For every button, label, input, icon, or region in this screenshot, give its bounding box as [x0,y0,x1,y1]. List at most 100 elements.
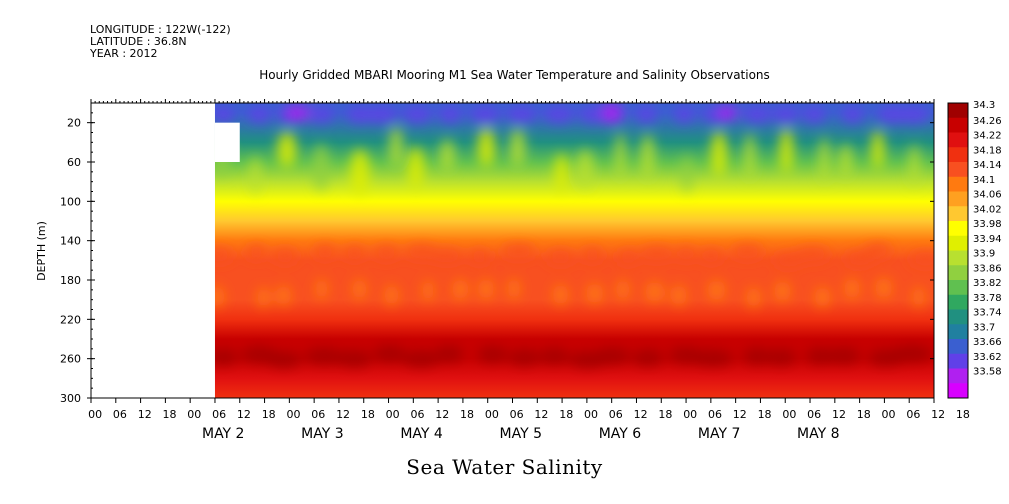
mid-trough-blob [707,280,726,301]
colorbar-label: 33.82 [973,278,1002,289]
x-hour-label: 12 [336,408,350,421]
x-day-label: MAY 5 [500,426,542,442]
variable-label: Sea Water Salinity [406,455,603,479]
y-tick-label: 180 [60,274,81,287]
surface-min-blob [601,103,622,123]
surface-blob [772,106,799,123]
x-day-label: MAY 8 [797,426,839,442]
x-hour-label: 18 [559,408,573,421]
mid-trough-blob [670,285,687,306]
deep-max-blob [891,345,933,362]
y-axis-label: DEPTH (m) [35,221,48,281]
x-hour-label: 06 [609,408,623,421]
mid-trough-blob [276,285,292,306]
colorbar-swatch [948,235,968,251]
upper-plume-blob [743,133,756,181]
colorbar-swatch [948,191,968,207]
colorbar-label: 33.58 [973,367,1002,378]
mid-trough-blob [645,281,664,302]
surface-blob [438,106,462,123]
surface-blob [365,106,398,123]
mid-trough-blob [616,279,630,300]
x-hour-label: 18 [361,408,375,421]
surface-blob [578,106,608,123]
x-hour-label: 18 [758,408,772,421]
x-hour-label: 00 [187,408,201,421]
x-hour-label: 00 [584,408,598,421]
upper-plume-blob [839,143,853,180]
x-axis-ticks: 00 06 12 18 00 06 12 18 00 06 12 18 00 06 12 18 00 06 12 18… [88,99,970,442]
colorbar-label: 33.78 [973,293,1002,304]
mid-core-blob [844,251,875,266]
upper-plume-blob [509,128,526,168]
mid-trough-blob [586,283,604,304]
x-hour-label: 12 [733,408,747,421]
colorbar-label: 34.06 [973,190,1002,201]
x-hour-label: 06 [410,408,424,421]
chart-title: Hourly Gridded MBARI Mooring M1 Sea Wate… [259,68,770,82]
mid-core-blob [863,243,892,258]
colorbar-swatch [948,353,968,369]
deep-max-blob [372,345,407,362]
mid-trough-blob [257,287,271,308]
mid-core-blob [468,249,491,264]
colorbar-swatch [948,324,968,340]
y-tick-label: 140 [60,235,81,248]
colorbar-label: 34.14 [973,160,1002,171]
surface-blob [841,106,864,123]
upper-plume-blob [249,156,262,195]
x-hour-label: 18 [163,408,177,421]
upper-plume-blob [439,138,455,173]
colorbar-swatch [948,103,968,119]
upper-plume-blob [710,130,728,178]
y-tick-label: 20 [67,117,81,130]
x-hour-label: 18 [857,408,871,421]
upper-plume-blob [615,132,626,181]
deep-max-blob [594,347,631,364]
x-hour-label: 00 [882,408,896,421]
x-day-label: MAY 6 [599,426,642,442]
upper-plume-blob [554,153,569,194]
field-texture [204,103,934,368]
colorbar-label: 33.86 [973,263,1002,274]
deep-max-blob [434,345,464,362]
surface-blob [345,106,374,123]
x-hour-label: 12 [534,408,548,421]
mid-core-blob [404,244,438,259]
deep-max-blob [766,349,797,366]
x-hour-label: 06 [113,408,127,421]
colorbar-label: 33.98 [973,219,1002,230]
surface-blob [742,106,772,123]
mid-core-blob [639,246,675,261]
mid-trough-blob [478,278,495,299]
mid-core-blob [546,250,575,265]
x-hour-label: 18 [460,408,474,421]
x-hour-label: 06 [212,408,226,421]
x-day-label: MAY 7 [698,426,740,442]
mid-trough-blob [422,280,435,301]
x-hour-label: 06 [708,408,722,421]
colorbar-label: 33.9 [973,249,995,260]
y-tick-label: 300 [60,392,81,405]
surface-blob [211,106,235,123]
mid-core-blob [581,247,603,262]
x-hour-label: 00 [782,408,796,421]
x-hour-label: 12 [435,408,449,421]
upper-plume-blob [871,130,885,170]
deep-max-blob [304,348,345,365]
surface-blob [402,106,433,123]
upper-plume-blob [909,144,920,187]
upper-plume-blob [779,128,794,174]
colorbar-label: 34.22 [973,131,1002,142]
x-hour-label: 12 [634,408,648,421]
mid-core-blob [245,245,267,260]
colorbar-label: 33.94 [973,234,1002,245]
upper-plume-blob [407,146,425,190]
mid-core-blob [373,245,400,260]
colorbar: 34.3 34.26 34.22 34.18 34.14 34.1 34.06 34.02 33… [947,100,1002,399]
x-hour-label: 18 [262,408,276,421]
colorbar-swatch [948,206,968,222]
colorbar-swatch [948,265,968,281]
longitude-text: LONGITUDE : 122W(-122) [90,23,231,36]
